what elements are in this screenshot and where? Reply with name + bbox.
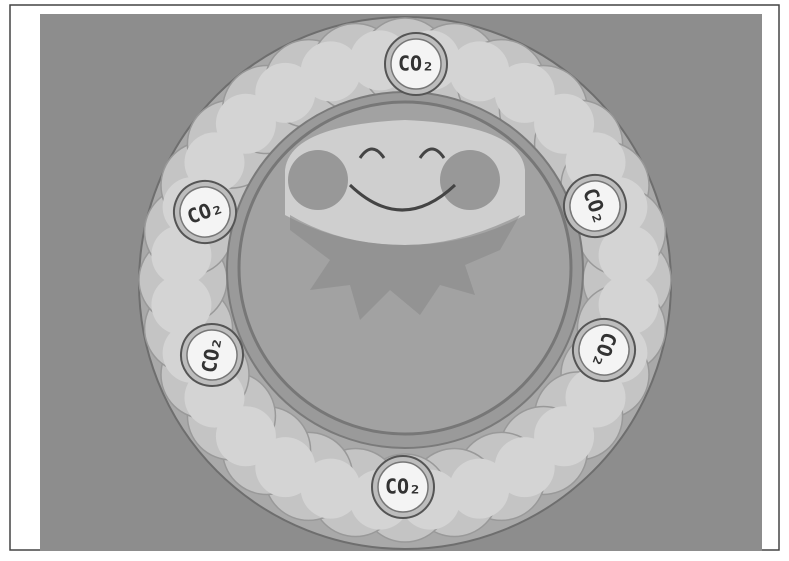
page: {"illustration": {"badges": [ {"label": … bbox=[0, 0, 789, 561]
cheek-right bbox=[440, 150, 500, 210]
badge-label: CO₂ bbox=[398, 52, 434, 76]
cheek-left bbox=[288, 150, 348, 210]
co2-badge: CO₂ bbox=[372, 456, 434, 518]
badge-label: CO₂ bbox=[385, 475, 421, 499]
co2-badge: CO₂ bbox=[385, 33, 447, 95]
illustration: CO₂CO₂CO₂CO₂CO₂CO₂ bbox=[0, 0, 789, 561]
